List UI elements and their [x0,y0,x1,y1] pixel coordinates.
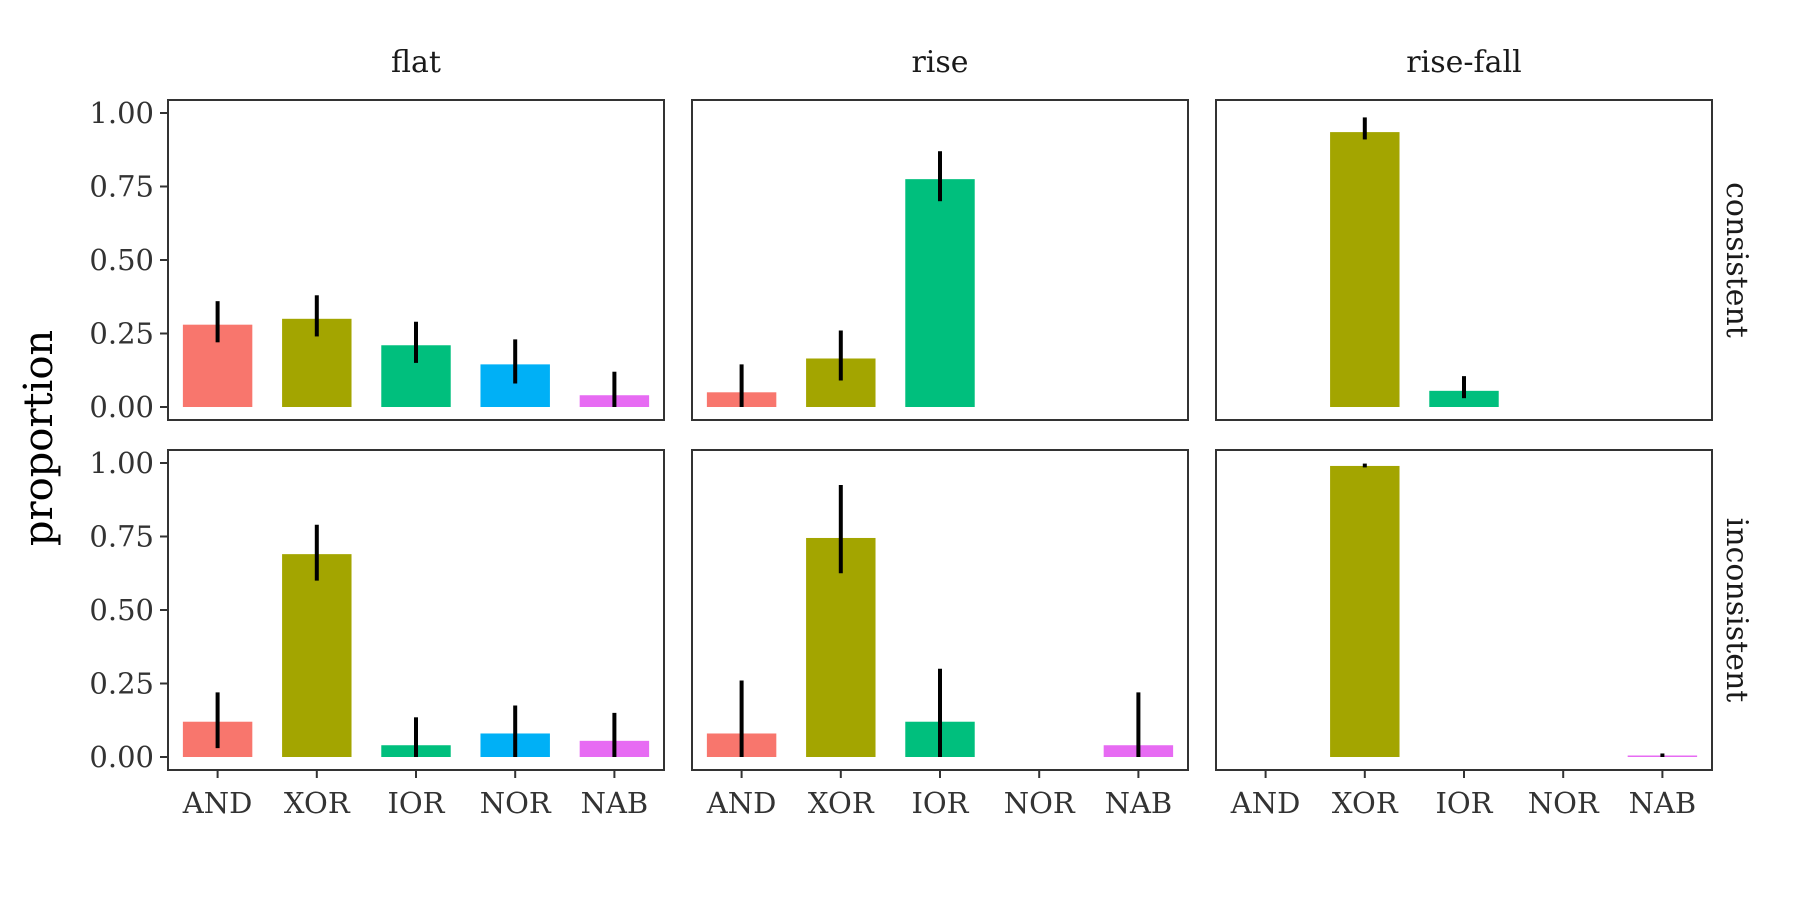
bar-consistent-rise-fall-XOR [1330,132,1400,408]
x-tick-label-rise-fall-XOR: XOR [1332,786,1399,820]
x-tick-label-rise-IOR: IOR [911,786,969,820]
column-strip-label-rise: rise [911,45,968,80]
bar-consistent-rise-fall-IOR [1429,390,1499,407]
x-tick-label-flat-NAB: NAB [581,786,649,820]
x-tick-label-rise-NOR: NOR [1004,786,1076,820]
bar-inconsistent-flat-XOR [282,554,352,757]
bar-inconsistent-rise-XOR [806,537,876,757]
x-tick-label-rise-fall-IOR: IOR [1435,786,1493,820]
x-tick-label-rise-fall-AND: AND [1230,786,1301,820]
y-tick-label-consistent-0.00: 0.00 [89,390,154,424]
x-tick-label-rise-AND: AND [706,786,777,820]
x-tick-label-rise-fall-NOR: NOR [1528,786,1600,820]
x-tick-label-flat-AND: AND [182,786,253,820]
bar-inconsistent-rise-fall-XOR [1330,465,1400,757]
column-strip-label-rise-fall: rise-fall [1406,45,1521,80]
y-tick-label-consistent-0.50: 0.50 [89,243,154,277]
y-tick-label-inconsistent-0.50: 0.50 [89,593,154,627]
row-strip-label-inconsistent: inconsistent [1719,518,1754,703]
column-strip-label-flat: flat [391,45,441,80]
y-axis-title: proportion [16,330,62,546]
y-tick-label-inconsistent-0.00: 0.00 [89,740,154,774]
x-tick-label-flat-IOR: IOR [387,786,445,820]
panel-border-consistent-rise-fall [1215,99,1713,421]
panel-border-inconsistent-rise-fall [1215,449,1713,771]
row-strip-label-consistent: consistent [1719,182,1754,338]
bar-consistent-rise-IOR [905,179,975,407]
y-tick-label-consistent-0.25: 0.25 [89,317,154,351]
x-tick-label-flat-XOR: XOR [284,786,351,820]
y-tick-label-consistent-0.75: 0.75 [89,170,154,204]
plot-area: flat rise rise-fall consistent inconsistent 0… [89,45,1754,820]
y-tick-label-inconsistent-1.00: 1.00 [89,446,154,480]
x-tick-label-rise-XOR: XOR [808,786,875,820]
x-tick-label-flat-NOR: NOR [480,786,552,820]
panel-border-consistent-rise [691,99,1189,421]
x-tick-label-rise-fall-NAB: NAB [1629,786,1697,820]
y-tick-label-inconsistent-0.75: 0.75 [89,520,154,554]
y-tick-label-consistent-1.00: 1.00 [89,96,154,130]
x-tick-label-rise-NAB: NAB [1105,786,1173,820]
y-tick-label-inconsistent-0.25: 0.25 [89,667,154,701]
